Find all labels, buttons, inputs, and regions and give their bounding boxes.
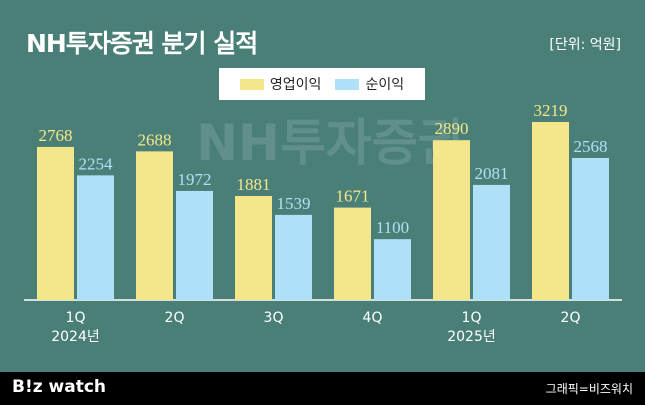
data-label-operating-profit: 1671 (336, 187, 370, 206)
legend-label-operating-profit: 영업이익 (269, 77, 322, 93)
data-label-operating-profit: 2890 (435, 119, 469, 138)
legend-swatch-operating-profit (239, 78, 264, 90)
data-label-operating-profit: 2768 (39, 126, 73, 145)
bar-operating-profit (532, 122, 569, 300)
unit-label: [단위: 억원] (549, 37, 621, 53)
bar-net-profit (374, 239, 411, 300)
data-label-net-profit: 2081 (475, 164, 509, 183)
data-label-operating-profit: 3219 (534, 101, 568, 120)
x-tick-label: 2Q (561, 310, 581, 326)
bar-operating-profit (235, 195, 272, 300)
data-label-net-profit: 2254 (79, 154, 114, 173)
legend-item-operating-profit: 영업이익 (239, 74, 322, 94)
data-label-operating-profit: 1881 (237, 175, 271, 194)
chart-title: NH투자증권 분기 실적 (26, 29, 258, 58)
legend-swatch-net-profit (335, 78, 360, 90)
bar-operating-profit (37, 146, 74, 300)
legend-label-net-profit: 순이익 (365, 77, 405, 93)
graphic-credit: 그래픽=비즈워치 (545, 382, 633, 396)
bar-net-profit (473, 184, 510, 300)
bar-net-profit (275, 214, 312, 300)
x-tick-label: 4Q (363, 310, 383, 326)
bar-operating-profit (334, 207, 371, 300)
logo-text: B!z watch (12, 377, 107, 397)
bar-operating-profit (433, 140, 470, 300)
data-label-operating-profit: 2688 (138, 130, 172, 149)
data-label-net-profit: 2568 (574, 137, 608, 156)
bar-net-profit (176, 190, 213, 300)
data-label-net-profit: 1539 (277, 194, 311, 213)
bizwatch-logo: B!z watch (12, 377, 106, 397)
footer-bar: B!z watch 그래픽=비즈워치 (0, 372, 645, 405)
watermark-logo: NH투자증권 (196, 114, 464, 172)
x-tick-label: 3Q (264, 310, 284, 326)
legend: 영업이익 순이익 (219, 68, 425, 100)
x-tick-year-label: 2025년 (447, 329, 496, 345)
x-tick-year-label: 2024년 (51, 329, 100, 345)
bar-net-profit (572, 157, 609, 300)
x-tick-label: 2Q (165, 310, 185, 326)
data-label-net-profit: 1100 (376, 218, 409, 237)
x-tick-label: 1Q (66, 310, 86, 326)
legend-item-net-profit: 순이익 (335, 74, 404, 94)
x-tick-label: 1Q (462, 310, 482, 326)
bar-chart: NH투자증권 2768 2254 1Q 2024년 2688 1972 2Q 1881 1539… (24, 101, 622, 345)
bar-operating-profit (136, 151, 173, 300)
data-label-net-profit: 1972 (178, 170, 212, 189)
bar-net-profit (77, 175, 114, 300)
